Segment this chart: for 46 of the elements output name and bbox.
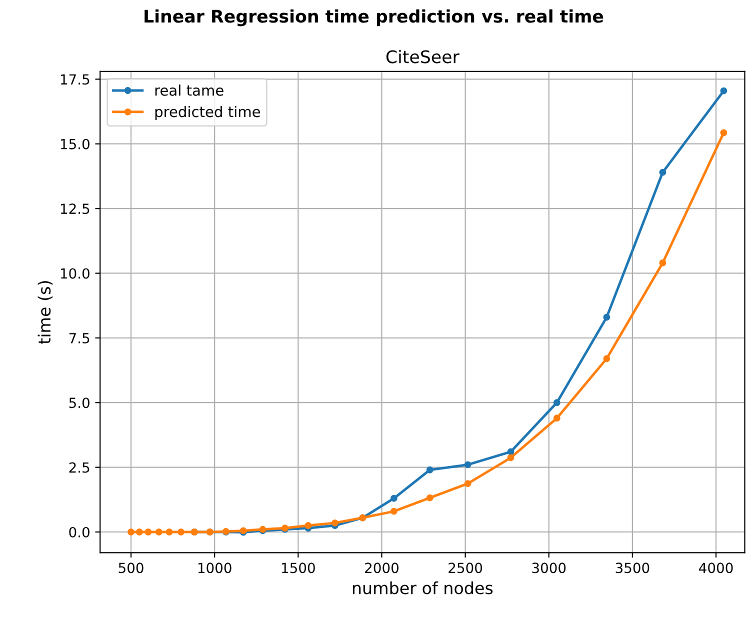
y-axis-title: time (s) bbox=[38, 281, 53, 344]
y-tick-label: 10.0 bbox=[60, 268, 90, 279]
x-tick-label: 1500 bbox=[282, 562, 315, 574]
point bbox=[659, 168, 666, 176]
legend-label: predicted time bbox=[155, 106, 260, 120]
point bbox=[553, 399, 560, 406]
point bbox=[390, 494, 398, 502]
x-tick-label: 3000 bbox=[532, 562, 566, 574]
point bbox=[720, 87, 728, 94]
chart-title: Linear Regression time prediction vs. real time bbox=[144, 9, 604, 26]
point bbox=[507, 454, 514, 462]
point bbox=[553, 414, 560, 422]
point bbox=[603, 314, 610, 321]
y-tick-label: 7.5 bbox=[69, 333, 90, 344]
x-tick-label: 2000 bbox=[365, 562, 398, 574]
y-tick-label: 2.5 bbox=[69, 462, 90, 473]
point bbox=[603, 355, 610, 362]
y-tick-label: 5.0 bbox=[69, 398, 90, 408]
point bbox=[426, 494, 434, 502]
point bbox=[136, 528, 143, 536]
point bbox=[464, 480, 472, 488]
point bbox=[720, 129, 728, 136]
x-tick-label: 500 bbox=[118, 562, 144, 574]
x-tick-label: 4000 bbox=[699, 562, 733, 574]
point bbox=[128, 528, 134, 536]
point bbox=[464, 461, 472, 468]
point bbox=[304, 522, 312, 529]
point bbox=[155, 528, 162, 536]
x-tick-label: 3500 bbox=[616, 562, 650, 574]
point bbox=[166, 528, 173, 536]
x-tick-label: 2500 bbox=[448, 562, 482, 574]
x-tick-label: 1000 bbox=[198, 562, 232, 574]
point bbox=[426, 466, 434, 474]
point bbox=[144, 528, 152, 536]
point bbox=[178, 528, 184, 536]
y-tick-label: 12.5 bbox=[60, 204, 90, 214]
legend-label: real tame bbox=[155, 84, 224, 96]
point bbox=[331, 519, 338, 526]
point bbox=[390, 508, 398, 515]
x-axis-title: number of nodes bbox=[352, 581, 493, 594]
point bbox=[507, 448, 514, 456]
y-tick-label: 15.0 bbox=[60, 138, 90, 150]
y-tick-label: 0.0 bbox=[69, 526, 90, 538]
chart-subtitle: CiteSeer bbox=[386, 50, 460, 64]
y-tick-label: 17.5 bbox=[60, 74, 90, 85]
point bbox=[659, 259, 666, 266]
